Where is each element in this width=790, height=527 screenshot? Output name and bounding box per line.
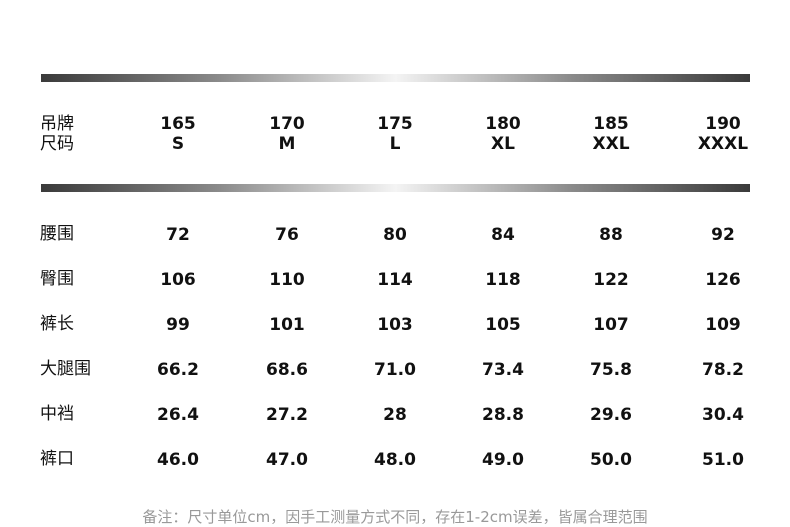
cell: 84 <box>491 225 515 245</box>
cell: 92 <box>711 225 735 245</box>
cell: 126 <box>705 270 741 290</box>
cell: 28 <box>383 405 407 425</box>
cell: 101 <box>269 315 305 335</box>
cell: 122 <box>593 270 629 290</box>
cell: 28.8 <box>482 405 524 425</box>
cell: 50.0 <box>590 450 632 470</box>
cell: 71.0 <box>374 360 416 380</box>
cell: 106 <box>160 270 196 290</box>
divider <box>41 184 750 192</box>
cell: 48.0 <box>374 450 416 470</box>
cell: 109 <box>705 315 741 335</box>
cell: 76 <box>275 225 299 245</box>
cell: 30.4 <box>702 405 744 425</box>
cell: 27.2 <box>266 405 308 425</box>
cell: 78.2 <box>702 360 744 380</box>
header-size: XXXL <box>697 134 749 154</box>
cell: 80 <box>383 225 407 245</box>
cell: 118 <box>485 270 521 290</box>
header-height: 190 <box>705 114 741 134</box>
row-label: 裤口 <box>40 449 74 469</box>
header-size: M <box>278 134 296 154</box>
cell: 47.0 <box>266 450 308 470</box>
row-label: 腰围 <box>40 224 74 244</box>
cell: 29.6 <box>590 405 632 425</box>
cell: 114 <box>377 270 413 290</box>
row-label: 臀围 <box>40 269 74 289</box>
cell: 107 <box>593 315 629 335</box>
header-size: S <box>171 134 185 154</box>
cell: 105 <box>485 315 521 335</box>
header-size: XXL <box>592 134 630 154</box>
cell: 49.0 <box>482 450 524 470</box>
cell: 103 <box>377 315 413 335</box>
cell: 26.4 <box>157 405 199 425</box>
header-size: L <box>389 134 401 154</box>
header-height: 165 <box>160 114 196 134</box>
divider <box>41 74 750 82</box>
row-label: 中裆 <box>40 404 74 424</box>
cell: 110 <box>269 270 305 290</box>
row-label: 裤长 <box>40 314 74 334</box>
cell: 73.4 <box>482 360 524 380</box>
header-size: XL <box>491 134 515 154</box>
header-label: 尺码 <box>40 134 74 154</box>
cell: 75.8 <box>590 360 632 380</box>
cell: 51.0 <box>702 450 744 470</box>
cell: 68.6 <box>266 360 308 380</box>
header-height: 185 <box>593 114 629 134</box>
cell: 66.2 <box>157 360 199 380</box>
cell: 88 <box>599 225 623 245</box>
header-height: 170 <box>269 114 305 134</box>
footer-note: 备注：尺寸单位cm，因手工测量方式不同，存在1-2cm误差，皆属合理范围 <box>142 508 648 526</box>
row-label: 大腿围 <box>40 359 91 379</box>
header-height: 175 <box>377 114 413 134</box>
cell: 72 <box>166 225 190 245</box>
header-label: 吊牌 <box>40 114 74 134</box>
cell: 46.0 <box>157 450 199 470</box>
cell: 99 <box>166 315 190 335</box>
header-height: 180 <box>485 114 521 134</box>
